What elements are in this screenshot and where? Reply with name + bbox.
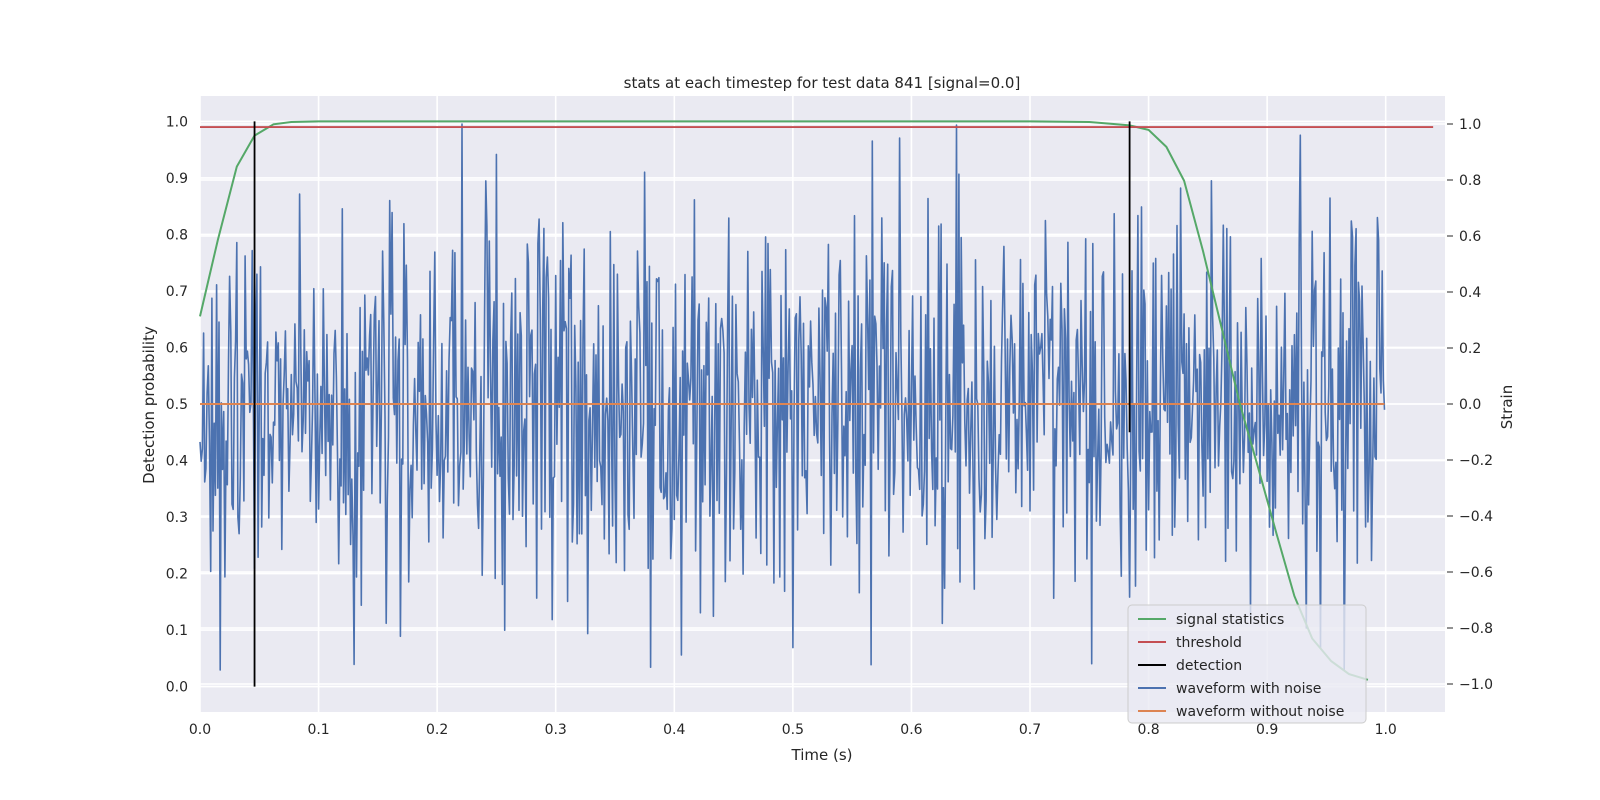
- y-tick-label: 0.3: [166, 510, 188, 526]
- y-tick-label: 0.2: [166, 567, 188, 583]
- y2-tick-label: 0.0: [1459, 397, 1481, 413]
- x-tick-label: 0.1: [307, 722, 329, 738]
- x-axis: 0.0 0.1 0.2 0.3 0.4 0.5 0.6 0.7 0.8 0.9 1.0: [189, 722, 1397, 738]
- x-tick-label: 0.0: [189, 722, 211, 738]
- x-tick-label: 0.6: [900, 722, 922, 738]
- legend-label: waveform without noise: [1176, 704, 1344, 720]
- x-tick-label: 0.4: [663, 722, 685, 738]
- legend: signal statistics threshold detection wavef…: [1127, 604, 1367, 724]
- x-tick-label: 0.5: [782, 722, 804, 738]
- y-axis-right: −1.0 −0.8 −0.6 −0.4 −0.2 0.0 0.2 0.4 0.6 0.8 1.0: [1447, 117, 1493, 693]
- y-tick-label: 0.8: [166, 227, 188, 243]
- y2-tick-label: 0.2: [1459, 341, 1481, 357]
- y2-tick-label: 1.0: [1459, 117, 1481, 133]
- legend-label: signal statistics: [1176, 612, 1284, 628]
- y-tick-label: 0.5: [166, 397, 188, 413]
- y2-tick-label: 0.4: [1459, 285, 1481, 301]
- x-tick-label: 0.9: [1256, 722, 1278, 738]
- y2-tick-label: −1.0: [1459, 677, 1493, 693]
- x-tick-label: 1.0: [1375, 722, 1397, 738]
- y2-tick-label: 0.8: [1459, 173, 1481, 189]
- y-tick-label: 0.4: [166, 454, 188, 470]
- x-tick-label: 0.2: [426, 722, 448, 738]
- x-tick-label: 0.7: [1019, 722, 1041, 738]
- series-signal-statistics: [199, 120, 1369, 681]
- y-tick-label: 1.0: [166, 114, 188, 130]
- y-tick-label: 0.0: [166, 680, 188, 696]
- y-tick-label: 0.6: [166, 340, 188, 356]
- x-axis-label: Time (s): [791, 746, 853, 764]
- series-layer: [199, 120, 1434, 687]
- legend-box: [1127, 604, 1367, 724]
- series-waveform-with-noise: [199, 123, 1386, 671]
- y-tick-label: 0.9: [166, 171, 188, 187]
- x-tick-label: 0.3: [545, 722, 567, 738]
- y2-axis-label: Strain: [1498, 385, 1516, 429]
- legend-label: waveform with noise: [1176, 681, 1321, 697]
- y2-tick-label: −0.8: [1459, 621, 1493, 637]
- y2-tick-label: −0.2: [1459, 453, 1493, 469]
- y2-tick-label: −0.6: [1459, 565, 1493, 581]
- chart-title: stats at each timestep for test data 841…: [624, 74, 1021, 92]
- y-tick-label: 0.7: [166, 284, 188, 300]
- x-tick-label: 0.8: [1137, 722, 1159, 738]
- legend-label: threshold: [1176, 635, 1242, 651]
- y-axis-left: 0.0 0.1 0.2 0.3 0.4 0.5 0.6 0.7 0.8 0.9 1.0: [166, 114, 188, 695]
- legend-label: detection: [1176, 658, 1242, 674]
- y-tick-label: 0.1: [166, 623, 188, 639]
- y2-tick-label: −0.4: [1459, 509, 1493, 525]
- y2-tick-label: 0.6: [1459, 229, 1481, 245]
- y-axis-label: Detection probability: [140, 326, 158, 484]
